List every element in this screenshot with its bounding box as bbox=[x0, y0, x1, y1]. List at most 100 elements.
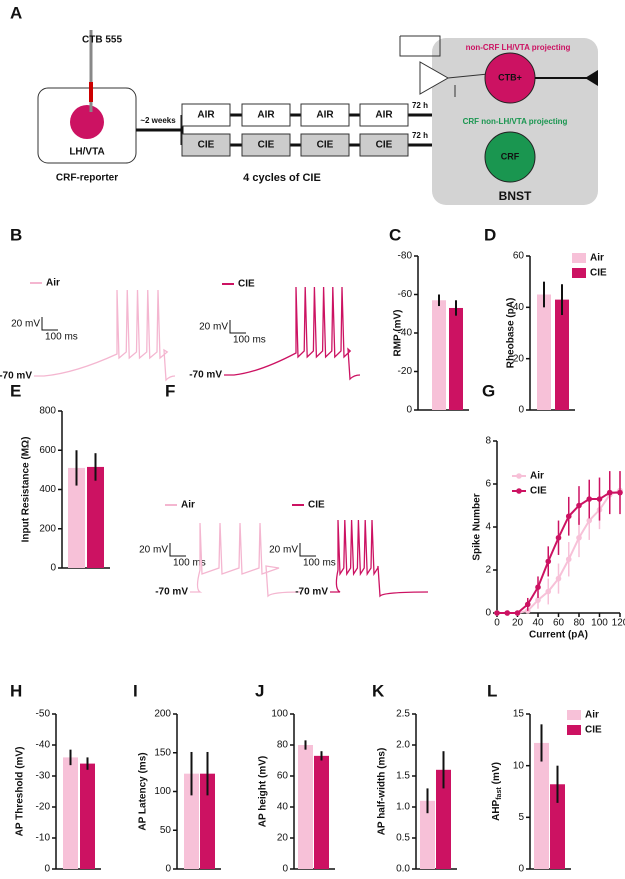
y-tick-label: 50 bbox=[160, 825, 172, 836]
y-tick-label: 15 bbox=[513, 709, 525, 720]
electrode bbox=[447, 73, 489, 79]
trace bbox=[330, 519, 429, 598]
point bbox=[576, 534, 582, 541]
y-tick-label: 0 bbox=[518, 864, 524, 875]
panel-label: K bbox=[372, 681, 385, 700]
point bbox=[535, 597, 541, 603]
legend-label: CIE bbox=[590, 268, 607, 279]
tracer-label: CTB 555 bbox=[82, 35, 122, 46]
cycle-label: CIE bbox=[198, 140, 215, 151]
x-tick-label: 120 bbox=[612, 618, 625, 629]
legend-swatch bbox=[572, 268, 586, 278]
point bbox=[565, 556, 572, 563]
mouse-label: CRF-reporter bbox=[56, 173, 118, 184]
point bbox=[555, 575, 562, 582]
y-axis-label-unit: (mV) bbox=[491, 762, 502, 784]
panel-label: C bbox=[389, 225, 401, 244]
cell-label: CRF bbox=[501, 151, 520, 161]
y-tick-label: 150 bbox=[154, 747, 171, 758]
y-tick-label: -10 bbox=[36, 833, 51, 844]
cell-title: CRF non-LH/VTA projecting bbox=[463, 117, 568, 126]
y-tick-label: -60 bbox=[398, 289, 413, 300]
legend-marker bbox=[516, 488, 522, 494]
cycle-box bbox=[300, 103, 350, 127]
scale-x: 100 ms bbox=[45, 332, 78, 343]
panel-label: B bbox=[10, 225, 22, 244]
y-tick-label: 0 bbox=[282, 864, 288, 875]
trace bbox=[34, 289, 176, 382]
point bbox=[596, 496, 603, 502]
y-tick-label: 600 bbox=[39, 445, 56, 456]
injection-site bbox=[70, 105, 104, 139]
y-tick-label: 0 bbox=[50, 563, 56, 574]
panel-label: I bbox=[133, 681, 138, 700]
y-tick-label: 60 bbox=[513, 251, 525, 262]
y-tick-label: -80 bbox=[398, 251, 413, 262]
bar bbox=[298, 745, 313, 869]
panel-label: H bbox=[10, 681, 22, 700]
y-tick-label: 1.0 bbox=[396, 802, 410, 813]
y-tick-label: 200 bbox=[154, 709, 171, 720]
y-axis-label: AP Latency (ms) bbox=[138, 752, 149, 830]
baseline-label: -70 mV bbox=[295, 587, 328, 598]
bar bbox=[555, 299, 569, 410]
y-tick-label: 60 bbox=[277, 771, 289, 782]
y-tick-label: 2 bbox=[485, 565, 491, 576]
y-tick-label: 400 bbox=[39, 484, 56, 495]
bar bbox=[537, 294, 551, 410]
delay-label: ~2 weeks bbox=[140, 116, 176, 125]
nucleus-label: BNST bbox=[499, 189, 532, 203]
cycle-box bbox=[181, 133, 231, 157]
scale-x: 100 ms bbox=[233, 335, 266, 346]
baseline-label: -70 mV bbox=[0, 371, 32, 382]
cycle-box bbox=[181, 103, 231, 127]
bar bbox=[87, 466, 104, 568]
legend-swatch bbox=[567, 725, 581, 735]
x-tick-label: 0 bbox=[494, 618, 500, 629]
cycle-box bbox=[241, 133, 291, 157]
cycle-label: CIE bbox=[376, 140, 393, 151]
cycles: AIR CIE AIR CIE AIR CIE AIR CIE bbox=[181, 103, 409, 157]
cell bbox=[484, 131, 536, 183]
legend-label: CIE bbox=[530, 486, 547, 497]
bar bbox=[200, 773, 215, 869]
trace-name: CIE bbox=[308, 500, 325, 511]
trace bbox=[224, 286, 361, 381]
y-tick-label: -40 bbox=[36, 740, 51, 751]
y-tick-label: 5 bbox=[518, 812, 524, 823]
scale-x: 100 ms bbox=[303, 558, 336, 569]
legend-label: Air bbox=[585, 710, 599, 721]
cycle-box bbox=[359, 103, 409, 127]
y-tick-label: 0.0 bbox=[396, 864, 410, 875]
y-tick-label: -30 bbox=[36, 771, 51, 782]
panel-label: F bbox=[165, 381, 175, 400]
y-axis-label: AP half-width (ms) bbox=[377, 748, 388, 836]
y-tick-label: 0 bbox=[165, 864, 171, 875]
point bbox=[524, 601, 531, 608]
y-tick-label: 200 bbox=[39, 523, 56, 534]
cycle-box bbox=[359, 133, 409, 157]
point bbox=[555, 534, 562, 541]
y-tick-label: 40 bbox=[513, 302, 525, 313]
y-axis-label: RMP (mV) bbox=[393, 309, 404, 356]
point bbox=[494, 610, 500, 616]
y-axis-label: Rheobase (pA) bbox=[506, 298, 517, 369]
y-tick-label: 8 bbox=[485, 436, 491, 447]
cycle-label: CIE bbox=[258, 140, 275, 151]
point bbox=[576, 502, 582, 509]
legend-swatch bbox=[567, 710, 581, 720]
amplifier bbox=[399, 35, 441, 57]
trace-name: CIE bbox=[238, 279, 255, 290]
y-axis-label-sub: fast bbox=[496, 787, 503, 800]
legend-swatch bbox=[572, 253, 586, 263]
cycle-label: CIE bbox=[317, 140, 334, 151]
y-tick-label: -20 bbox=[36, 802, 51, 813]
scale-bar bbox=[229, 320, 246, 334]
y-tick-label: 800 bbox=[39, 406, 56, 417]
x-tick-label: 60 bbox=[553, 618, 565, 629]
point bbox=[586, 517, 593, 524]
baseline-label: -70 mV bbox=[189, 370, 222, 381]
scale-y: 20 mV bbox=[139, 545, 168, 556]
y-tick-label: 2.5 bbox=[396, 709, 410, 720]
